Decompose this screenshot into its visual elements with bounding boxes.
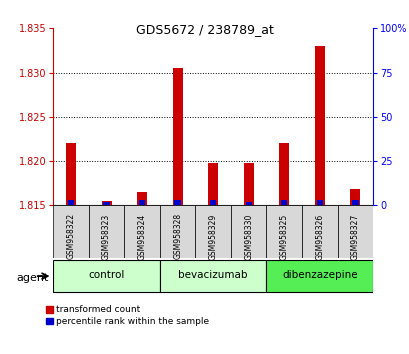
Bar (139, 200, 145, 205)
Bar (174, 200, 180, 205)
FancyBboxPatch shape (53, 260, 160, 292)
Bar (172, 68, 182, 205)
Text: GSM958323: GSM958323 (102, 213, 111, 259)
Text: GSM958327: GSM958327 (350, 213, 359, 259)
Text: GSM958326: GSM958326 (315, 213, 324, 259)
Bar (103, 202, 110, 205)
Bar (208, 163, 218, 205)
Text: GSM958329: GSM958329 (208, 213, 217, 259)
FancyBboxPatch shape (53, 205, 89, 258)
Text: dibenzazepine: dibenzazepine (281, 270, 357, 280)
FancyBboxPatch shape (195, 205, 230, 258)
FancyBboxPatch shape (160, 260, 266, 292)
Legend: transformed count, percentile rank within the sample: transformed count, percentile rank withi… (45, 306, 209, 326)
Bar (245, 202, 251, 205)
Text: GSM958324: GSM958324 (137, 213, 146, 259)
Bar (316, 200, 322, 205)
FancyBboxPatch shape (89, 205, 124, 258)
Bar (350, 189, 360, 205)
Bar (351, 200, 357, 205)
FancyBboxPatch shape (337, 205, 372, 258)
FancyBboxPatch shape (230, 205, 266, 258)
Text: GDS5672 / 238789_at: GDS5672 / 238789_at (136, 23, 273, 36)
Bar (101, 201, 111, 205)
Text: GSM958325: GSM958325 (279, 213, 288, 259)
Text: GSM958322: GSM958322 (66, 213, 75, 259)
Text: GSM958330: GSM958330 (244, 213, 253, 260)
Bar (281, 200, 287, 205)
Bar (279, 143, 288, 205)
Bar (243, 163, 253, 205)
Bar (66, 143, 76, 205)
FancyBboxPatch shape (266, 260, 372, 292)
Bar (68, 200, 74, 205)
Bar (209, 200, 216, 205)
FancyBboxPatch shape (124, 205, 160, 258)
FancyBboxPatch shape (266, 205, 301, 258)
FancyBboxPatch shape (160, 205, 195, 258)
Bar (314, 46, 324, 205)
Text: agent: agent (16, 273, 49, 283)
Text: GSM958328: GSM958328 (173, 213, 182, 259)
FancyBboxPatch shape (301, 205, 337, 258)
Text: control: control (88, 270, 124, 280)
Bar (137, 192, 147, 205)
Text: bevacizumab: bevacizumab (178, 270, 247, 280)
